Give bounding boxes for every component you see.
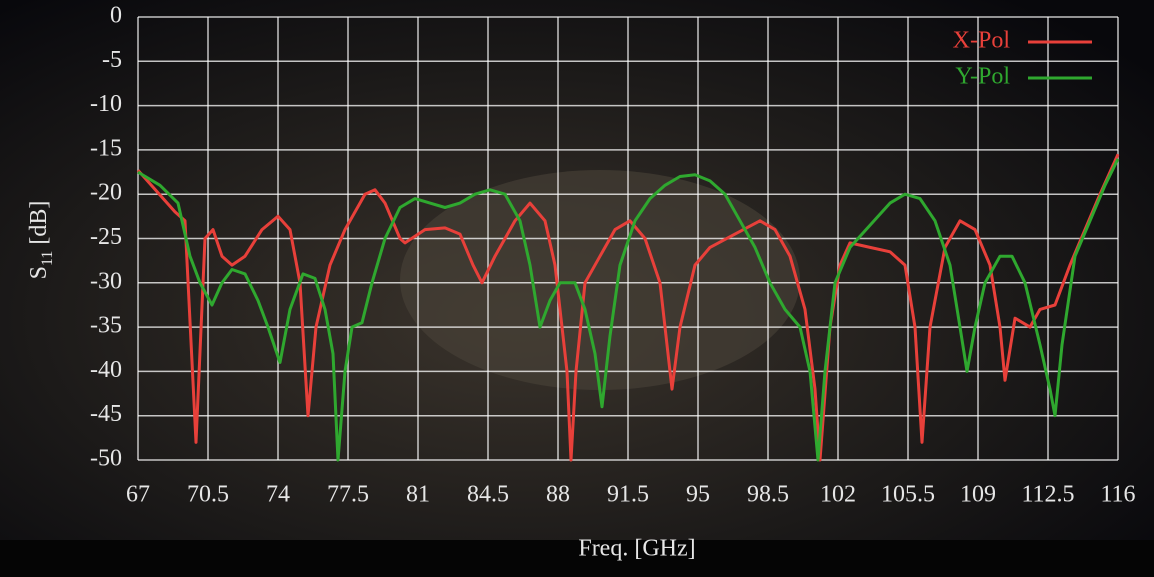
x-tick-label: 77.5 [327, 482, 369, 508]
y-tick-label: -40 [90, 357, 122, 383]
y-tick-label: -35 [90, 313, 122, 339]
x-tick-label: 109 [960, 482, 996, 508]
y-tick-label: -5 [102, 47, 122, 73]
x-tick-label: 81 [406, 482, 430, 508]
x-tick-label: 88 [546, 482, 570, 508]
y-label-subscript: 11 [39, 251, 56, 266]
x-tick-label: 102 [820, 482, 856, 508]
y-tick-label: -20 [90, 180, 122, 206]
x-tick-label: 116 [1100, 482, 1135, 508]
x-tick-label: 70.5 [187, 482, 229, 508]
legend-label: X-Pol [953, 28, 1011, 54]
y-tick-label: -30 [90, 268, 122, 294]
y-tick-label: -15 [90, 135, 122, 161]
y-tick-label: -50 [90, 446, 122, 472]
series-line [136, 153, 1120, 462]
x-tick-label: 74 [266, 482, 290, 508]
x-tick-label: 84.5 [467, 482, 509, 508]
x-axis-label: Freq. [GHz] [578, 536, 695, 562]
y-label-base: S [26, 266, 52, 279]
legend-label: Y-Pol [955, 64, 1010, 90]
y-tick-label: -25 [90, 224, 122, 250]
y-tick-label: -45 [90, 401, 122, 427]
horizon [0, 540, 1154, 577]
y-tick-label: 0 [110, 3, 122, 29]
x-tick-label: 112.5 [1021, 482, 1074, 508]
x-tick-label: 95 [686, 482, 710, 508]
x-tick-label: 98.5 [747, 482, 789, 508]
x-tick-label: 105.5 [881, 482, 935, 508]
y-label-unit: [dB] [26, 201, 52, 245]
x-tick-label: 67 [126, 482, 150, 508]
x-tick-label: 91.5 [607, 482, 649, 508]
y-tick-label: -10 [90, 91, 122, 117]
y-axis-label: S11 [dB] [26, 201, 57, 280]
background-dish [400, 170, 800, 390]
series-line [137, 158, 1120, 462]
